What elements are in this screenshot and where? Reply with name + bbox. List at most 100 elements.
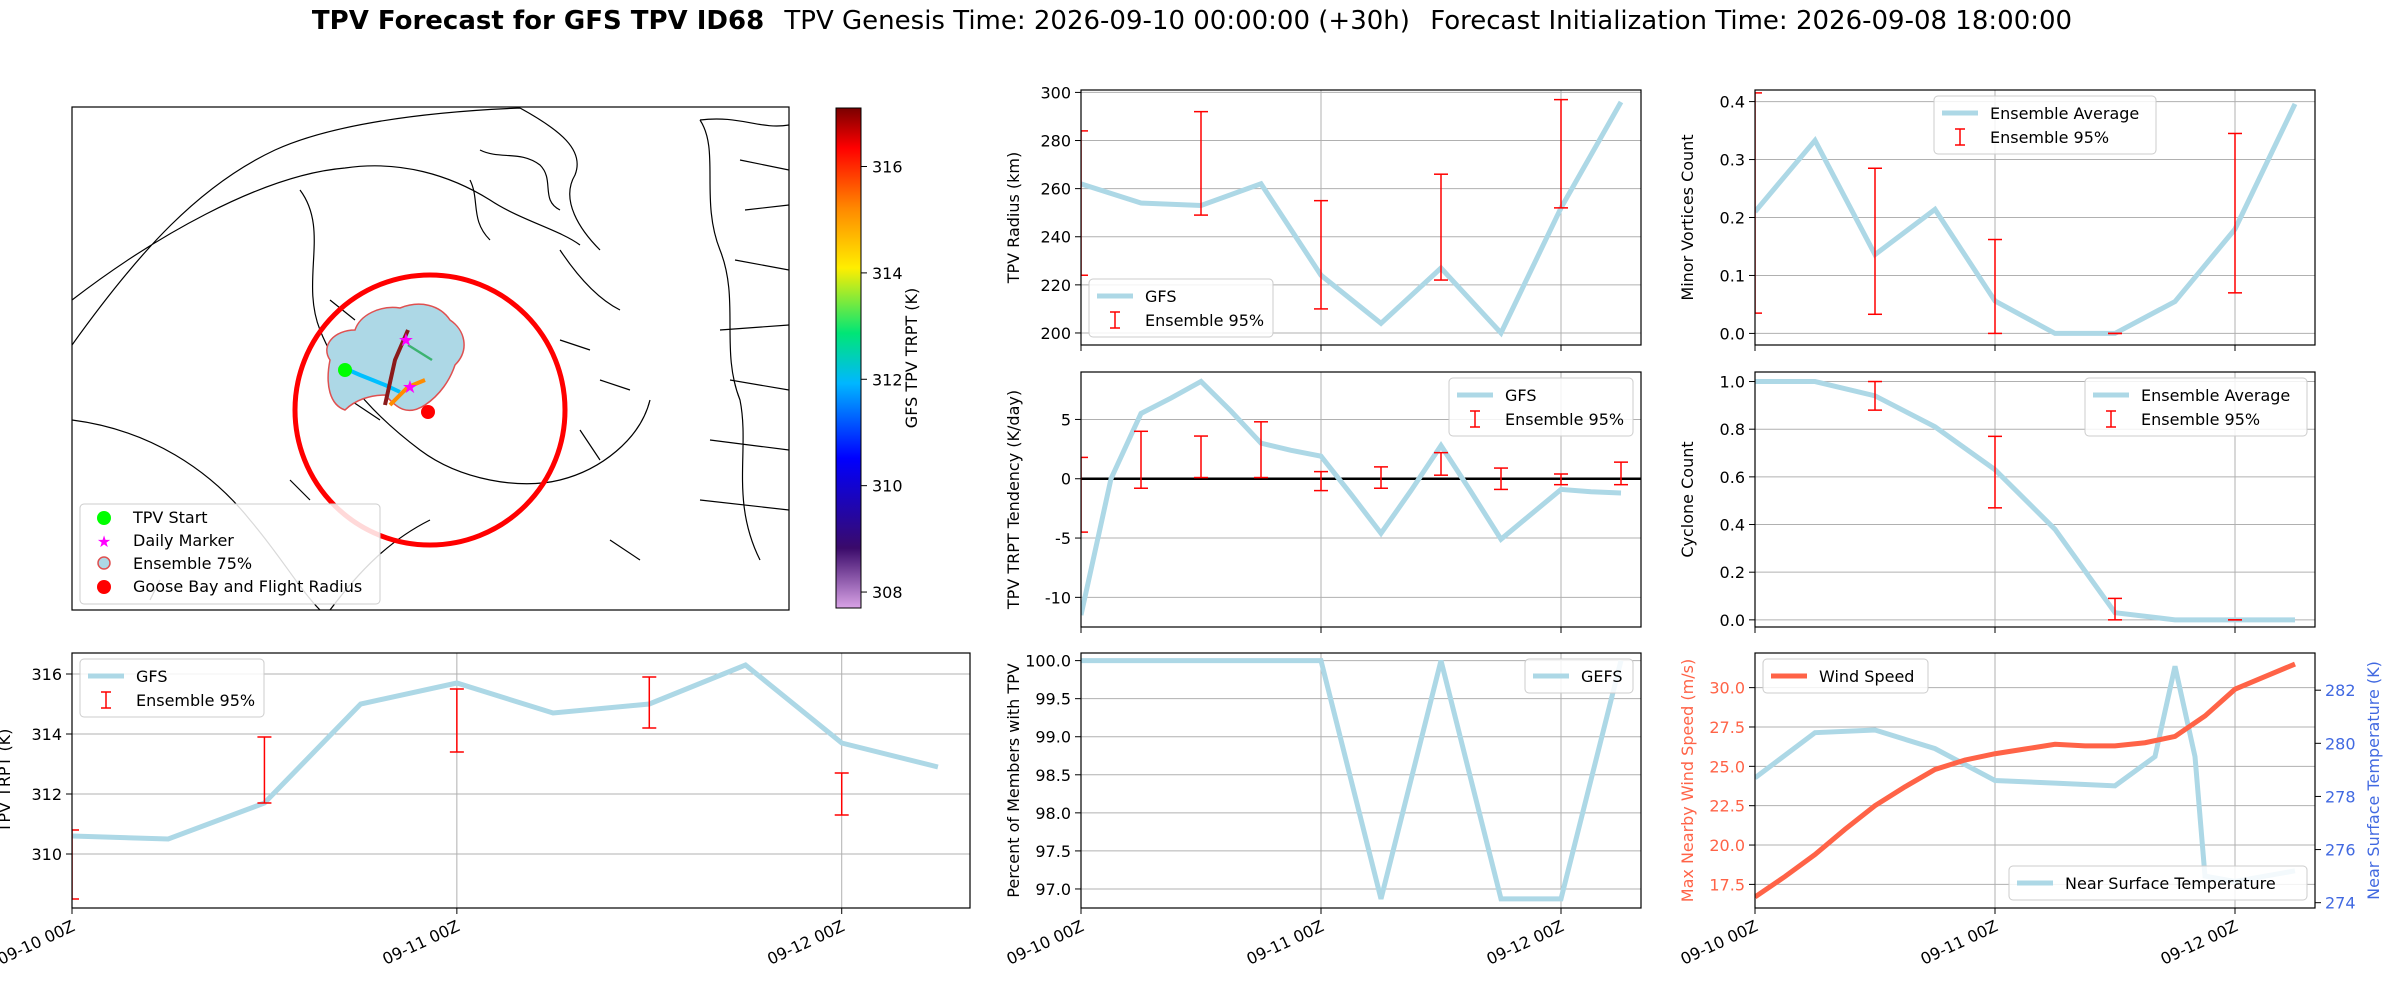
legend-box bbox=[1524, 658, 1634, 694]
y-tick-label: 0.6 bbox=[1720, 468, 1745, 487]
y2-tick-label: 276 bbox=[2325, 841, 2356, 860]
y-tick-label: 0 bbox=[1061, 470, 1071, 489]
legend-box bbox=[2084, 377, 2308, 437]
legend-label: GEFS bbox=[1581, 667, 1623, 686]
series-line bbox=[1081, 378, 1622, 616]
series-line bbox=[1755, 102, 2298, 336]
ensemble-circle-icon bbox=[97, 556, 111, 570]
green-dot-icon bbox=[97, 511, 111, 525]
legend: GEFS bbox=[1524, 658, 1634, 694]
colorbar-ticks: 308 310 312 314 316 bbox=[861, 158, 903, 602]
legend: GFS Ensemble 95% bbox=[1448, 377, 1634, 437]
colorbar-tick-label: 312 bbox=[872, 370, 903, 389]
y-tick-label: 314 bbox=[31, 725, 62, 744]
magenta-star-icon: ★ bbox=[97, 532, 111, 551]
y-tick-label: 100.0 bbox=[1025, 652, 1071, 671]
series-line bbox=[1081, 658, 1624, 902]
colorbar-tick-label: 310 bbox=[872, 477, 903, 496]
y-tick-label: 260 bbox=[1040, 180, 1071, 199]
percent-chart: 97.0 97.5 98.0 98.5 99.0 99.5 100.0 09-10 00Z 09… bbox=[1004, 652, 1642, 969]
y2-tick-label: 274 bbox=[2325, 894, 2356, 913]
y2-axis-label: Near Surface Temperature (K) bbox=[2364, 661, 2383, 900]
plot-area bbox=[1755, 661, 2296, 900]
series-line bbox=[72, 662, 939, 842]
y-tick-label: 97.0 bbox=[1035, 880, 1071, 899]
legend-label: Wind Speed bbox=[1819, 667, 1914, 686]
legend-label: Ensemble 95% bbox=[1505, 410, 1624, 429]
map-legend: TPV Start ★ Daily Marker Ensemble 75% Go… bbox=[79, 503, 381, 605]
legend: Wind Speed bbox=[1762, 658, 1929, 694]
legend-box bbox=[1933, 95, 2157, 155]
wind_temp-chart: 17.5 20.0 22.5 25.0 27.5 30.0 09-10 00Z 09-11 0… bbox=[1678, 652, 2383, 969]
y-tick-label: 300 bbox=[1040, 83, 1071, 102]
legend-label: GFS bbox=[136, 667, 167, 686]
y-tick-label: 310 bbox=[31, 845, 62, 864]
genesis-time-text: TPV Genesis Time: 2026-09-10 00:00:00 (+… bbox=[784, 6, 1410, 36]
colorbar bbox=[835, 107, 862, 609]
legend-label: Ensemble 95% bbox=[1990, 128, 2109, 147]
y-tick-label: 20.0 bbox=[1709, 836, 1745, 855]
map-legend-label: Ensemble 75% bbox=[133, 554, 252, 573]
x-tick-label: 09-10 00Z bbox=[1678, 916, 1761, 968]
y-axis-label: TPV TRPT Tendency (K/day) bbox=[1004, 390, 1023, 610]
x-tick-label: 09-12 00Z bbox=[764, 916, 847, 968]
y-tick-label: 312 bbox=[31, 785, 62, 804]
y-tick-label: 0.0 bbox=[1720, 324, 1745, 343]
axes-frame bbox=[1080, 371, 1642, 628]
legend-box bbox=[1448, 377, 1634, 437]
y-tick-label: 1.0 bbox=[1720, 373, 1745, 392]
axes-frame bbox=[1754, 371, 2316, 628]
legend: GFS Ensemble 95% bbox=[1088, 278, 1274, 338]
y-tick-label: 25.0 bbox=[1709, 757, 1745, 776]
y-tick-label: 99.5 bbox=[1035, 690, 1071, 709]
y-tick-label: 200 bbox=[1040, 324, 1071, 343]
legend: Ensemble Average Ensemble 95% bbox=[2084, 377, 2308, 437]
figure-title: TPV Forecast for GFS TPV ID68 TPV Genesi… bbox=[0, 6, 2384, 40]
plot-area bbox=[72, 662, 939, 900]
series-line bbox=[1755, 379, 2295, 623]
y-tick-label: 30.0 bbox=[1709, 679, 1745, 698]
y-tick-label: 98.0 bbox=[1035, 804, 1071, 823]
tpv-track bbox=[343, 329, 433, 407]
legend-label: Ensemble 95% bbox=[1145, 311, 1264, 330]
plot-area bbox=[1081, 98, 1624, 338]
y-tick-label: 22.5 bbox=[1709, 797, 1745, 816]
x-tick-label: 09-11 00Z bbox=[379, 916, 462, 968]
x-tick-label: 09-10 00Z bbox=[1004, 916, 1087, 968]
legend-box bbox=[1088, 278, 1274, 338]
y-tick-label: 0.1 bbox=[1720, 266, 1745, 285]
map-legend-label: TPV Start bbox=[132, 508, 208, 527]
flight-radius-circle bbox=[292, 272, 568, 548]
trpt-chart: 310 312 314 316 09-10 00Z 09-11 00Z 09-12 00Z T… bbox=[0, 652, 971, 969]
legend-label: Ensemble 95% bbox=[2141, 410, 2260, 429]
axes-frame bbox=[1080, 89, 1642, 346]
y2-tick-label: 280 bbox=[2325, 734, 2356, 753]
legend-label: GFS bbox=[1505, 386, 1536, 405]
legend-box bbox=[1762, 658, 1929, 694]
axes-frame bbox=[1754, 89, 2316, 346]
y-tick-label: 280 bbox=[1040, 132, 1071, 151]
daily-marker: ★ bbox=[398, 330, 414, 351]
y2-tick-label: 282 bbox=[2325, 681, 2356, 700]
y-tick-label: 0.0 bbox=[1720, 611, 1745, 630]
y-tick-label: 98.5 bbox=[1035, 766, 1071, 785]
y-tick-label: -5 bbox=[1055, 529, 1071, 548]
y-axis-label: TPV TRPT (K) bbox=[0, 729, 14, 834]
plot-area bbox=[1755, 92, 2298, 336]
cyclone-chart: 0.0 0.2 0.4 0.6 0.8 1.0 Cyclone Count Ensemble … bbox=[1678, 371, 2316, 633]
x-tick-label: 09-11 00Z bbox=[1918, 916, 2001, 968]
map-legend-label: Daily Marker bbox=[133, 531, 234, 550]
tendency-chart: -10 -5 0 5 TPV TRPT Tendency (K/day) GFS Ensem… bbox=[1004, 371, 1642, 633]
legend-label: Near Surface Temperature bbox=[2065, 874, 2276, 893]
legend: Ensemble Average Ensemble 95% bbox=[1933, 95, 2157, 155]
init-time-text: Forecast Initialization Time: 2026-09-08… bbox=[1430, 6, 2073, 36]
plot-area bbox=[1081, 658, 1624, 902]
map-panel: ★ ★ TPV Start ★ Daily Marker Ensemble 75… bbox=[71, 106, 921, 611]
y-tick-label: 0.4 bbox=[1720, 516, 1745, 535]
y-tick-label: 17.5 bbox=[1709, 875, 1745, 894]
y-axis-label: Percent of Members with TPV bbox=[1004, 663, 1023, 897]
y-tick-label: 240 bbox=[1040, 228, 1071, 247]
legend-box bbox=[79, 658, 265, 718]
red-dot-icon bbox=[97, 580, 111, 594]
